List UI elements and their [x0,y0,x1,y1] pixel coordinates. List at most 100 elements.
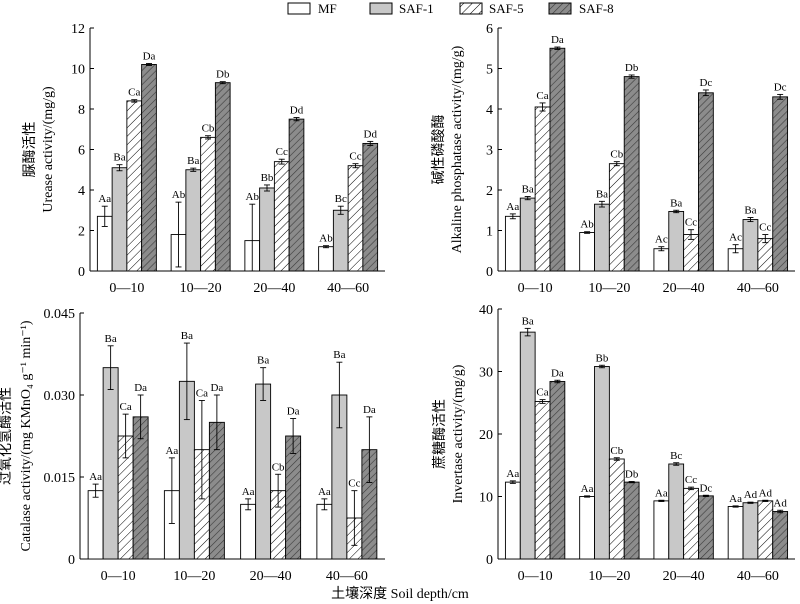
y-tick-label: 0 [68,553,75,568]
bar-saf8 [214,82,231,272]
y-tick-label: 4 [78,184,85,199]
x-category-label: 0—10 [101,569,136,584]
significance-letter: Ab [580,219,594,231]
significance-letter: Cc [349,151,361,163]
significance-letter: Ba [333,349,345,361]
bar-mf [579,232,595,272]
legend-label-saf5: SAF-5 [489,1,524,16]
significance-letter: Aa [98,193,111,205]
significance-letter: Dc [699,482,712,494]
bar-saf8 [288,118,305,272]
bar-mf [240,503,257,560]
significance-letter: Ba [105,333,117,345]
significance-letter: Ba [522,183,534,195]
bar-saf5 [757,500,774,560]
significance-letter: Cc [685,217,697,229]
significance-letter: Aa [242,486,255,498]
significance-letter: Ac [655,234,668,246]
significance-letter: Da [287,406,300,418]
bar-mf [504,215,521,272]
bar-saf8 [549,381,566,560]
y-tick-label: 3 [486,144,493,159]
x-category-label: 40—60 [737,281,779,296]
significance-letter: Cc [759,222,771,234]
bar-saf5 [273,161,290,272]
y-axis-title-cn: 蔗糖酶活性 [432,399,448,469]
bar-saf1 [519,197,536,272]
y-tick-label: 0.045 [44,307,76,322]
y-tick-label: 6 [486,22,493,37]
bar-saf8 [772,96,789,272]
x-category-label: 20—40 [663,281,705,296]
y-tick-label: 6 [78,144,85,159]
bar-saf8 [772,511,789,560]
bar-saf1 [742,219,759,272]
y-tick-label: 0.015 [44,471,76,486]
legend-swatch-saf5 [459,2,483,15]
x-axis-title: 土壤深度 Soil depth/cm [331,585,469,602]
bar-mf [653,248,670,272]
legend: MF SAF-1 SAF-5 SAF-8 [287,1,614,16]
bar-saf5 [683,487,699,560]
bar-saf5 [757,238,774,272]
significance-letter: Cb [610,445,623,457]
significance-letter: Ca [128,87,140,99]
significance-letter: Cc [348,478,360,490]
significance-letter: Aa [506,201,519,213]
bar-saf1 [594,366,610,560]
significance-letter: Ab [246,191,260,203]
y-tick-label: 4 [486,103,493,118]
bar-saf1 [594,203,610,272]
significance-letter: Bb [261,172,274,184]
y-tick-label: 2 [486,184,493,199]
chart-panel-1: 0 2 4 6 8 10 12 脲酶活性 Urease activity/(mg/g) Aa Ba C… [22,22,385,296]
significance-letter: Aa [318,486,331,498]
y-axis-title-cn: 脲酶活性 [22,122,38,178]
significance-letter: Da [551,34,564,46]
x-category-label: 40—60 [327,281,369,296]
legend-label-mf: MF [318,1,337,16]
bar-saf5 [534,106,551,272]
bar-saf1 [668,211,685,272]
significance-letter: Ba [187,155,199,167]
significance-letter: Ba [257,355,269,367]
y-tick-label: 0 [78,265,85,280]
bar-saf5 [126,100,143,272]
significance-letter: Ca [120,401,132,413]
x-category-label: 0—10 [109,281,144,296]
significance-letter: Ba [596,188,608,200]
significance-letter: Ca [196,387,208,399]
x-category-label: 40—60 [737,569,779,584]
significance-letter: Cb [272,461,285,473]
significance-letter: Db [625,62,639,74]
bar-saf1 [111,167,128,272]
y-tick-label: 10 [479,491,493,506]
bar-saf5 [608,458,625,560]
significance-letter: Dd [364,128,378,140]
bar-saf1 [668,463,685,560]
bar-saf8 [141,63,157,272]
legend-swatch-saf1 [369,2,393,15]
bar-saf5 [683,234,699,272]
significance-letter: Cc [276,146,288,158]
significance-letter: Cc [685,474,697,486]
y-tick-label: 12 [71,22,85,37]
legend-swatch-mf [287,2,311,15]
x-category-label: 10—20 [173,569,215,584]
significance-letter: Aa [655,487,668,499]
y-axis-title-cn: 过氧化氢酶活性 [0,387,14,485]
significance-letter: Ab [319,233,333,245]
significance-letter: Da [210,382,223,394]
x-category-label: 10—20 [588,569,630,584]
significance-letter: Bb [596,352,609,364]
y-tick-label: 2 [78,225,85,240]
chart-panel-2: 0 1 2 3 4 5 6 碱性磷酸酶 Alkaline phosphatase activit… [431,22,795,296]
x-category-label: 40—60 [326,569,368,584]
bar-saf5 [347,165,364,272]
y-tick-label: 20 [479,428,493,443]
legend-swatch-saf8 [548,2,572,15]
y-tick-label: 0.030 [44,389,76,404]
significance-letter: Da [134,382,147,394]
significance-letter: Db [625,469,639,481]
